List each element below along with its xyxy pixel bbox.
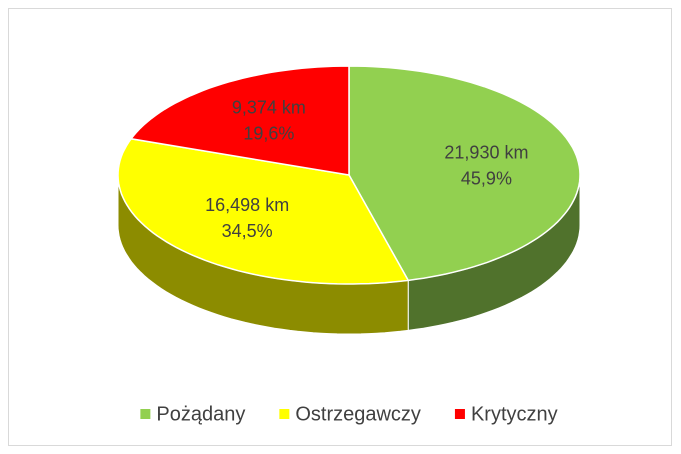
data-label: 21,930 km xyxy=(444,142,528,162)
pie-slice xyxy=(348,65,581,282)
legend-label: Ostrzegawczy xyxy=(295,403,421,425)
data-label: 16,498 km xyxy=(205,195,289,215)
data-label: 9,374 km xyxy=(232,97,306,117)
legend-label: Pożądany xyxy=(156,403,245,425)
percent-label: 19,6% xyxy=(243,123,294,143)
legend-swatch xyxy=(140,409,151,419)
legend-label: Krytyczny xyxy=(471,403,558,425)
legend-swatch xyxy=(279,409,290,419)
legend-swatch xyxy=(454,409,465,419)
pie-slice xyxy=(129,65,350,176)
pie-slice xyxy=(117,137,410,285)
percent-label: 34,5% xyxy=(222,221,273,241)
percent-label: 45,9% xyxy=(461,168,512,188)
